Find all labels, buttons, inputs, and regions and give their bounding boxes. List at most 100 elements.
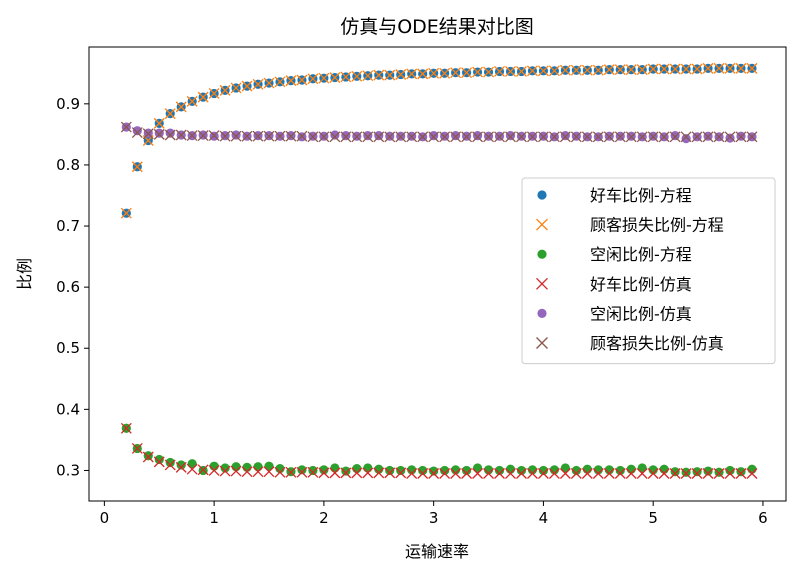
data-point [681, 467, 691, 477]
data-point [307, 131, 319, 143]
plot-area [120, 62, 758, 479]
data-point [614, 64, 626, 76]
data-point [197, 464, 209, 476]
data-point [548, 468, 560, 479]
data-point [219, 130, 231, 142]
data-point [208, 87, 220, 99]
data-point [330, 130, 340, 140]
data-point [153, 456, 165, 468]
data-point [451, 131, 461, 141]
data-point [274, 466, 286, 478]
data-point [373, 69, 385, 81]
data-point [494, 65, 505, 77]
data-point [164, 129, 176, 141]
data-point [154, 128, 164, 138]
data-point [220, 463, 230, 473]
series-2 [120, 62, 758, 219]
data-point [603, 468, 615, 479]
legend-marker [536, 277, 548, 290]
data-point [516, 468, 527, 479]
data-point [186, 130, 198, 142]
data-point [527, 465, 538, 475]
data-point [670, 467, 680, 477]
data-point [418, 465, 428, 476]
data-point [472, 131, 484, 143]
data-point [363, 131, 373, 141]
y-tick-label: 0.4 [56, 400, 80, 418]
data-point [395, 69, 407, 80]
data-point [307, 466, 319, 478]
data-point [395, 467, 407, 479]
data-point [724, 468, 736, 479]
data-point [559, 64, 571, 76]
series-4 [120, 422, 758, 479]
data-point [703, 466, 713, 476]
data-point [175, 101, 187, 113]
data-point [648, 465, 658, 475]
data-point [417, 68, 429, 80]
series-3 [121, 423, 757, 477]
legend-marker [536, 218, 548, 231]
data-point [208, 464, 220, 476]
data-point [538, 465, 549, 476]
data-point [559, 468, 571, 479]
data-point [494, 131, 505, 143]
data-point [340, 71, 352, 83]
data-point [296, 130, 308, 142]
data-point [560, 131, 570, 141]
data-point [230, 465, 242, 477]
data-point [231, 130, 241, 140]
data-point [417, 131, 429, 143]
data-point [241, 466, 253, 478]
data-point [362, 467, 374, 479]
data-point [329, 467, 341, 479]
data-point [537, 65, 549, 77]
data-point [746, 468, 758, 479]
data-point [461, 67, 473, 79]
data-point [406, 468, 418, 479]
y-tick-label: 0.7 [56, 217, 80, 235]
data-point [603, 64, 615, 76]
legend-item: 好车比例-方程 [537, 186, 692, 205]
data-point [330, 463, 340, 473]
data-point [669, 63, 681, 75]
data-point [526, 468, 538, 479]
data-point [702, 62, 714, 74]
data-point [308, 465, 318, 476]
data-point [658, 131, 670, 143]
data-point [153, 117, 165, 129]
data-point [691, 468, 703, 479]
data-point [340, 131, 352, 143]
legend-marker [537, 308, 547, 318]
data-point [625, 64, 637, 76]
data-point [153, 128, 165, 140]
legend-label: 空闲比例-方程 [590, 245, 692, 264]
data-point [450, 131, 462, 143]
data-point [362, 131, 374, 143]
data-point [186, 463, 198, 475]
legend-marker [537, 249, 547, 259]
data-point [548, 65, 560, 77]
data-point [472, 131, 483, 141]
data-point [747, 464, 757, 474]
data-point [241, 80, 253, 92]
data-point [702, 468, 714, 479]
data-point [165, 128, 175, 138]
data-point [340, 467, 352, 479]
data-point [494, 465, 505, 476]
data-point [274, 76, 286, 88]
data-point [669, 468, 681, 479]
data-point [120, 121, 132, 133]
data-point [263, 466, 275, 478]
data-point [417, 468, 429, 479]
legend-label: 好车比例-方程 [590, 186, 692, 205]
data-point [647, 468, 659, 479]
data-point [142, 128, 154, 140]
data-point [252, 130, 264, 142]
data-point [319, 465, 329, 475]
data-point [537, 131, 549, 143]
data-point [713, 62, 725, 74]
data-point [505, 131, 516, 141]
data-point [274, 130, 286, 142]
data-point [429, 131, 439, 141]
